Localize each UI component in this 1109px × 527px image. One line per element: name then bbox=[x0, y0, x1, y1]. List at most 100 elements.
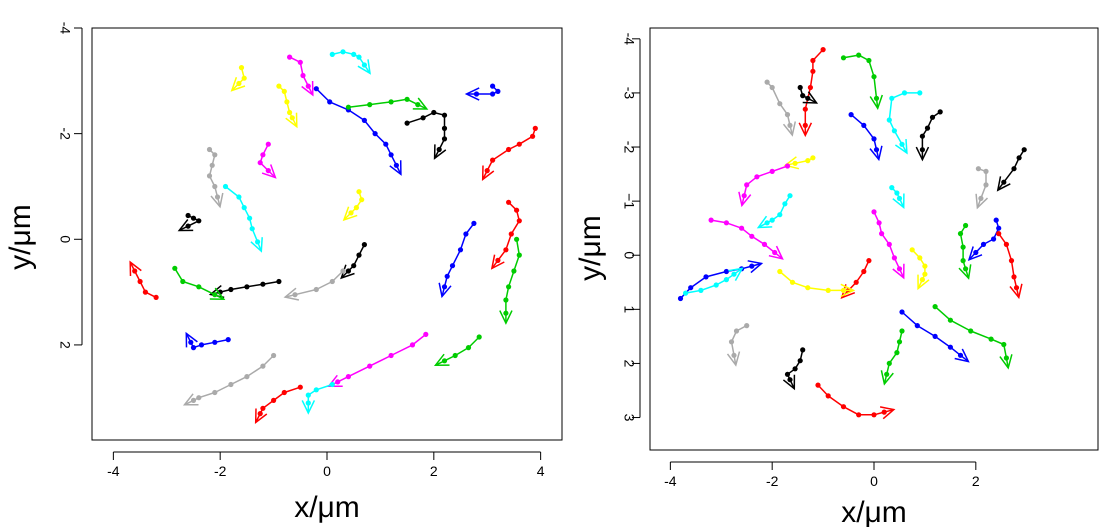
trajectory-point bbox=[490, 83, 496, 89]
trajectory-point bbox=[805, 158, 811, 164]
trajectory-point bbox=[409, 342, 416, 348]
trajectory-point bbox=[688, 285, 694, 291]
trajectory-line bbox=[888, 92, 920, 145]
trajectory-line bbox=[134, 270, 157, 299]
arrow-head bbox=[798, 122, 813, 138]
trajectory-point bbox=[787, 193, 793, 199]
trajectory-point bbox=[281, 389, 287, 396]
trajectory-24 bbox=[433, 334, 482, 366]
trajectory-point bbox=[431, 109, 437, 116]
trajectory-point bbox=[749, 233, 755, 239]
trajectory-18 bbox=[340, 242, 367, 280]
trajectory-point bbox=[359, 197, 365, 203]
y-tick-label: 2 bbox=[57, 341, 73, 349]
trajectory-26 bbox=[880, 328, 905, 386]
arrow-head bbox=[177, 219, 194, 232]
trajectory-line bbox=[817, 384, 885, 416]
trajectory-16 bbox=[438, 220, 477, 299]
trajectory-point bbox=[180, 278, 186, 285]
trajectory-point bbox=[876, 220, 882, 226]
trajectory-point bbox=[891, 128, 898, 134]
trajectory-point bbox=[703, 274, 709, 280]
trajectory-point bbox=[932, 304, 938, 310]
arrow-head bbox=[261, 164, 277, 179]
trajectory-12 bbox=[222, 183, 263, 253]
trajectory-point bbox=[190, 215, 197, 221]
trajectory-point bbox=[313, 286, 319, 293]
trajectory-point bbox=[919, 147, 926, 153]
arrow-head bbox=[975, 193, 989, 210]
trajectory-point bbox=[777, 212, 783, 218]
trajectory-16 bbox=[909, 247, 930, 291]
trajectory-point bbox=[367, 363, 373, 369]
trajectory-14 bbox=[871, 209, 905, 280]
trajectory-line bbox=[406, 111, 446, 150]
trajectory-point bbox=[853, 279, 859, 285]
trajectory-line bbox=[444, 336, 480, 362]
trajectory-27 bbox=[726, 323, 750, 367]
y-tick-label: 0 bbox=[57, 235, 73, 243]
trajectory-point bbox=[313, 86, 319, 92]
arrow-head bbox=[768, 245, 784, 260]
x-axis: -4 -2 0 2 bbox=[664, 461, 980, 489]
arrow-head bbox=[869, 145, 883, 162]
trajectory-point bbox=[247, 215, 253, 221]
trajectory-point bbox=[744, 182, 750, 188]
trajectory-point bbox=[891, 255, 898, 261]
arrow-head bbox=[342, 206, 358, 222]
arrow-head bbox=[917, 274, 930, 291]
trajectory-point bbox=[960, 244, 966, 250]
trajectory-point bbox=[739, 225, 745, 231]
trajectory-18 bbox=[967, 217, 1002, 262]
trajectory-point bbox=[503, 297, 509, 303]
trajectory-point bbox=[708, 217, 714, 223]
trajectory-point bbox=[300, 72, 306, 79]
arrow-head bbox=[747, 260, 764, 274]
trajectory-point bbox=[351, 51, 357, 58]
trajectory-point bbox=[802, 106, 808, 112]
trajectory-point bbox=[209, 162, 215, 168]
arrow-head bbox=[481, 165, 495, 182]
trajectory-point bbox=[137, 278, 143, 285]
trajectory-11 bbox=[738, 163, 791, 208]
trajectory-point bbox=[825, 393, 831, 399]
trajectory-point bbox=[800, 93, 806, 99]
trajectory-point bbox=[249, 226, 255, 232]
trajectory-point bbox=[444, 273, 450, 279]
trajectory-4 bbox=[840, 52, 884, 111]
trajectory-28 bbox=[301, 381, 335, 415]
trajectory-line bbox=[779, 270, 844, 292]
y-axis: -4 -2 0 2 bbox=[57, 22, 83, 349]
trajectory-point bbox=[244, 284, 250, 290]
trajectory-point bbox=[728, 339, 735, 345]
arrow-head bbox=[209, 287, 226, 300]
trajectory-point bbox=[922, 263, 928, 269]
trajectory-line bbox=[710, 219, 776, 254]
trajectory-23 bbox=[185, 331, 231, 351]
trajectory-23 bbox=[683, 267, 744, 296]
trajectory-point bbox=[1016, 155, 1022, 161]
trajectory-9 bbox=[975, 166, 989, 210]
trajectory-point bbox=[206, 173, 213, 179]
trajectory-point bbox=[327, 99, 333, 105]
arrow-head bbox=[802, 91, 819, 104]
trajectory-point bbox=[871, 136, 877, 142]
arrow-head bbox=[915, 146, 930, 162]
arrow-head bbox=[879, 406, 896, 420]
trajectory-point bbox=[353, 205, 359, 211]
trajectory-point bbox=[530, 133, 536, 139]
trajectory-5 bbox=[313, 86, 402, 176]
trajectory-1 bbox=[329, 49, 371, 75]
trajectory-point bbox=[514, 236, 520, 242]
trajectories bbox=[677, 47, 1027, 420]
arrow-head bbox=[210, 192, 224, 209]
trajectory-22 bbox=[129, 260, 159, 300]
trajectory-point bbox=[856, 412, 862, 418]
trajectory-line bbox=[259, 386, 301, 414]
trajectory-point bbox=[423, 331, 429, 337]
trajectory-point bbox=[506, 146, 512, 153]
trajectory-point bbox=[929, 114, 936, 120]
trajectory-point bbox=[393, 162, 399, 168]
trajectory-point bbox=[993, 217, 999, 223]
trajectory-15 bbox=[708, 217, 784, 260]
